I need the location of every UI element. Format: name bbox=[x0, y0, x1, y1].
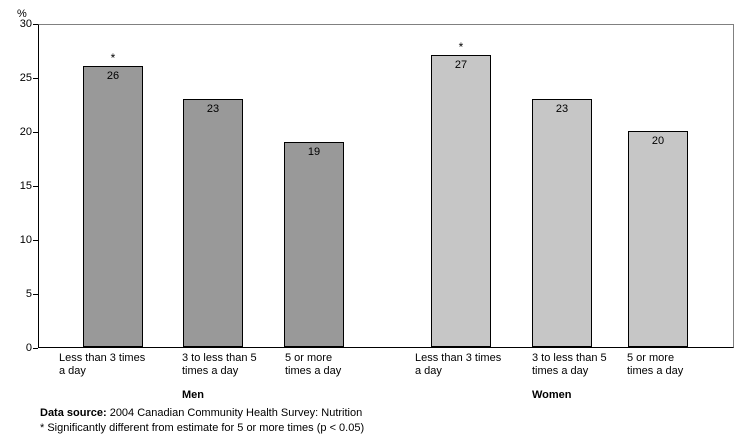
bar-value-label: 19 bbox=[307, 146, 321, 158]
x-category-label: Less than 3 times a day bbox=[59, 352, 145, 378]
y-tick-label: 5 bbox=[25, 288, 32, 300]
x-category-label-line: 3 to less than 5 bbox=[182, 352, 257, 364]
bar-women-2: 20 bbox=[628, 131, 688, 347]
x-category-label: 5 or more times a day bbox=[627, 352, 683, 378]
x-category-label-line: 3 to less than 5 bbox=[532, 352, 607, 364]
y-tick-label: 20 bbox=[19, 126, 32, 138]
y-tick-mark bbox=[33, 24, 38, 25]
group-label-women: Women bbox=[532, 389, 572, 401]
y-axis-unit-label: % bbox=[17, 8, 27, 20]
x-category-label: 5 or more times a day bbox=[285, 352, 341, 378]
bar-value-label: 20 bbox=[651, 135, 665, 147]
bar-men-1: 23 bbox=[183, 99, 243, 347]
bar-value-label: 23 bbox=[206, 103, 220, 115]
x-category-label-line: 5 or more bbox=[285, 352, 333, 364]
y-tick-label: 25 bbox=[19, 72, 32, 84]
bar-women-1: 23 bbox=[532, 99, 592, 347]
y-tick-mark bbox=[33, 78, 38, 79]
x-category-label: Less than 3 times a day bbox=[415, 352, 501, 378]
x-category-label-line: a day bbox=[415, 365, 442, 377]
x-category-label-line: Less than 3 times bbox=[59, 352, 146, 364]
significance-footnote: * Significantly different from estimate … bbox=[40, 422, 365, 434]
significance-marker: * bbox=[110, 51, 116, 65]
y-tick-mark bbox=[33, 240, 38, 241]
significance-marker: * bbox=[458, 40, 464, 54]
x-category-label-line: Less than 3 times bbox=[415, 352, 502, 364]
bar-men-2: 19 bbox=[284, 142, 344, 347]
plot-area: 26 * 23 19 27 * 23 20 bbox=[38, 24, 734, 348]
data-source-label: Data source: bbox=[40, 407, 107, 419]
y-tick-label: 15 bbox=[19, 180, 32, 192]
group-label-men: Men bbox=[182, 389, 204, 401]
y-tick-mark bbox=[33, 348, 38, 349]
x-category-label: 3 to less than 5 times a day bbox=[182, 352, 257, 378]
bar-women-0: 27 * bbox=[431, 41, 491, 347]
bar-men-0: 26 * bbox=[83, 52, 143, 347]
x-category-label-line: times a day bbox=[182, 365, 239, 377]
x-category-label-line: a day bbox=[59, 365, 86, 377]
x-category-label-line: times a day bbox=[285, 365, 342, 377]
y-tick-label: 0 bbox=[25, 342, 32, 354]
y-tick-label: 30 bbox=[19, 18, 32, 30]
x-category-label: 3 to less than 5 times a day bbox=[532, 352, 607, 378]
bar-value-label: 23 bbox=[555, 103, 569, 115]
x-category-label-line: times a day bbox=[532, 365, 589, 377]
data-source-text: 2004 Canadian Community Health Survey: N… bbox=[106, 407, 363, 419]
x-category-label-line: 5 or more bbox=[627, 352, 675, 364]
y-tick-mark bbox=[33, 132, 38, 133]
x-category-label-line: times a day bbox=[627, 365, 684, 377]
bar-value-label: 26 bbox=[106, 70, 120, 82]
bar-value-label: 27 bbox=[454, 59, 468, 71]
y-tick-mark bbox=[33, 294, 38, 295]
data-source-line: Data source: 2004 Canadian Community Hea… bbox=[40, 407, 362, 419]
y-tick-label: 10 bbox=[19, 234, 32, 246]
y-tick-mark bbox=[33, 186, 38, 187]
